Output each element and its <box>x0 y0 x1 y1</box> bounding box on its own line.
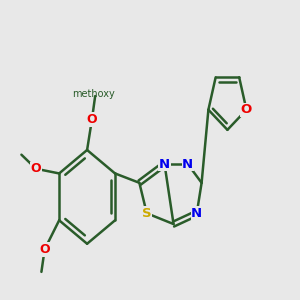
Text: O: O <box>87 113 97 126</box>
Text: N: N <box>159 158 170 171</box>
Text: O: O <box>39 243 50 256</box>
Text: O: O <box>241 103 252 116</box>
Text: N: N <box>191 207 202 220</box>
Text: S: S <box>142 207 152 220</box>
Text: methoxy: methoxy <box>72 89 115 99</box>
Text: O: O <box>31 162 41 175</box>
Text: N: N <box>182 158 193 171</box>
